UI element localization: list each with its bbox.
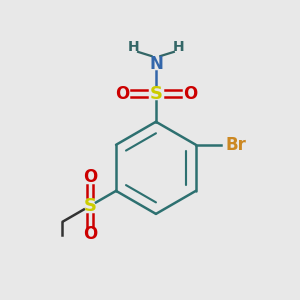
Text: O: O [115, 85, 129, 103]
Text: O: O [83, 225, 98, 243]
Text: O: O [183, 85, 197, 103]
Text: S: S [84, 197, 97, 215]
Text: H: H [172, 40, 184, 55]
Text: S: S [149, 85, 162, 103]
Text: Br: Br [226, 136, 246, 154]
Text: O: O [83, 169, 98, 187]
Text: H: H [128, 40, 140, 55]
Text: N: N [149, 55, 163, 73]
